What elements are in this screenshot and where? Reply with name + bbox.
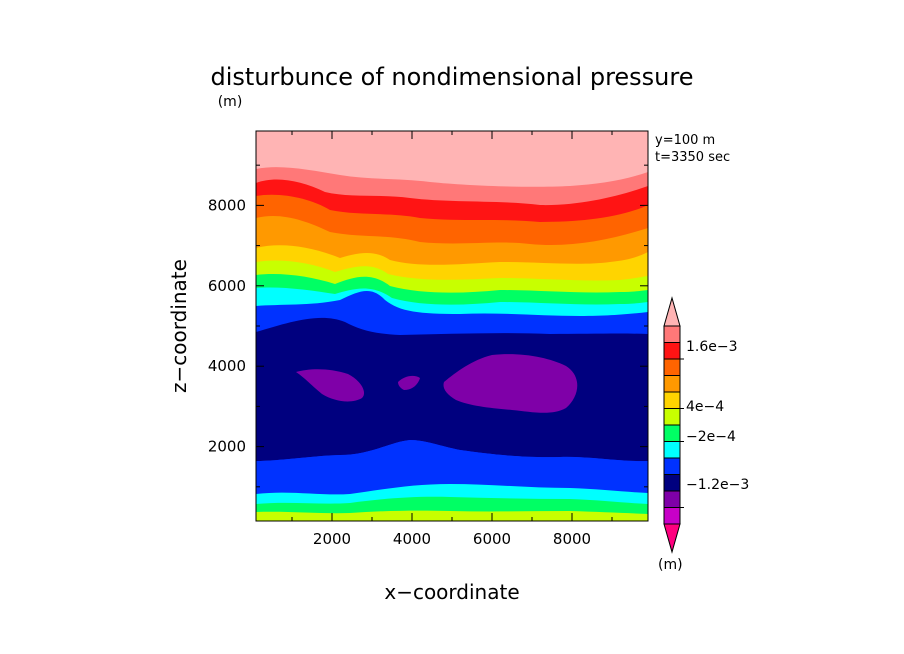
y-tick-label: 8000 bbox=[208, 196, 246, 214]
colorbar-swatch bbox=[663, 325, 681, 343]
x-tick-label: 4000 bbox=[393, 530, 431, 548]
contour-cell bbox=[296, 369, 365, 402]
colorbar-swatch bbox=[663, 391, 681, 409]
colorbar-swatch bbox=[663, 408, 681, 426]
contour-band bbox=[256, 510, 648, 521]
colorbar-swatch bbox=[663, 490, 681, 508]
y-axis-ticks bbox=[256, 164, 648, 488]
colorbar-label: 1.6e−3 bbox=[686, 339, 738, 355]
contour-cell bbox=[398, 375, 420, 390]
colorbar-label: −1.2e−3 bbox=[686, 477, 749, 493]
colorbar-swatch bbox=[663, 474, 681, 492]
y-axis-label: z−coordinate bbox=[167, 259, 191, 393]
colorbar-swatch bbox=[663, 342, 681, 360]
colorbar bbox=[663, 296, 684, 554]
colorbar-label: −2e−4 bbox=[686, 429, 736, 445]
colorbar-swatch bbox=[663, 441, 681, 459]
colorbar-units: (m) bbox=[658, 557, 683, 573]
contour-field bbox=[256, 131, 648, 521]
x-tick-label: 2000 bbox=[313, 530, 351, 548]
chart-title: disturbunce of nondimensional pressure bbox=[211, 63, 694, 91]
colorbar-swatch bbox=[663, 457, 681, 475]
y-tick-label: 2000 bbox=[208, 438, 246, 456]
annotation-y: y=100 m bbox=[655, 133, 715, 148]
y-tick-label: 4000 bbox=[208, 357, 246, 375]
units-label: (m) bbox=[218, 94, 243, 110]
colorbar-lower-extension bbox=[663, 523, 681, 554]
colorbar-swatch bbox=[663, 358, 681, 376]
colorbar-upper-extension bbox=[663, 296, 681, 327]
x-axis-ticks bbox=[291, 131, 613, 521]
colorbar-swatch bbox=[663, 375, 681, 393]
x-tick-label: 8000 bbox=[553, 530, 591, 548]
colorbar-label: 4e−4 bbox=[686, 399, 724, 415]
contour-cell bbox=[443, 354, 578, 413]
colorbar-swatch bbox=[663, 424, 681, 442]
annotation-time: t=3350 sec bbox=[655, 150, 730, 165]
x-tick-label: 6000 bbox=[473, 530, 511, 548]
colorbar-swatch bbox=[663, 507, 681, 525]
y-tick-label: 6000 bbox=[208, 277, 246, 295]
x-axis-label: x−coordinate bbox=[384, 580, 519, 604]
